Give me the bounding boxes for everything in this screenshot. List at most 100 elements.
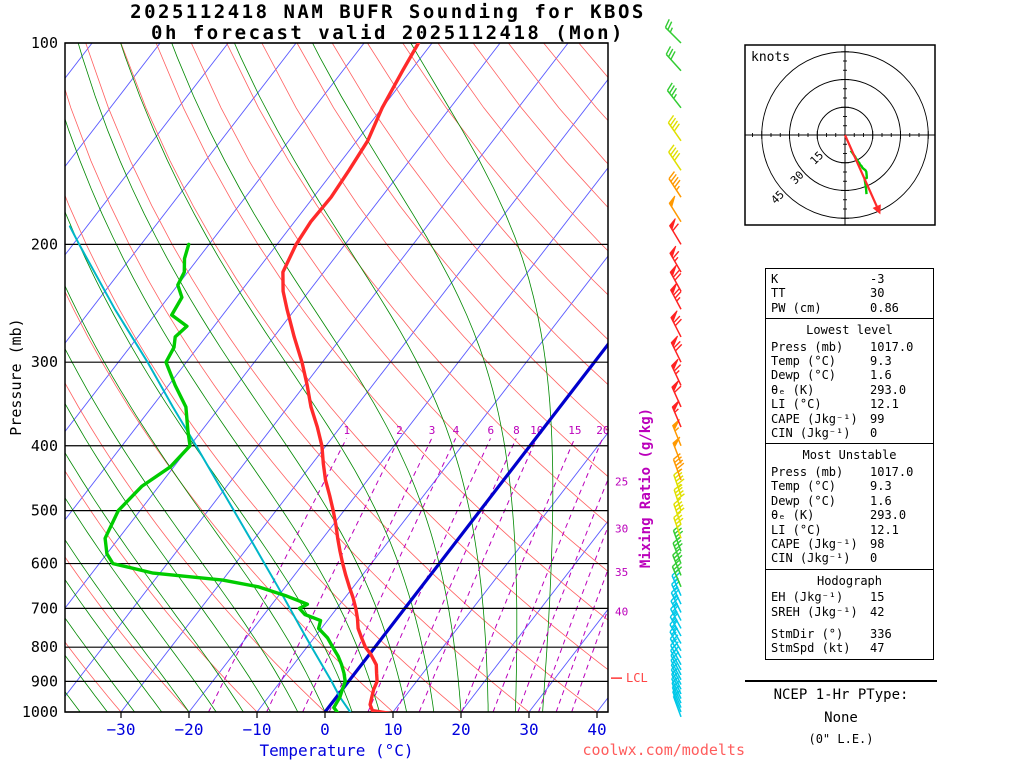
stat-row: Dewp (°C) 1.6	[771, 494, 928, 508]
svg-text:600: 600	[31, 555, 58, 573]
svg-text:LCL: LCL	[626, 671, 648, 685]
parcel-trace-curve	[68, 225, 352, 712]
stat-label: CAPE (Jkg⁻¹)	[771, 411, 858, 426]
svg-text:0: 0	[320, 720, 330, 739]
stat-row: Dewp (°C) 1.6	[771, 368, 928, 382]
mixing-ratio-lines	[208, 438, 608, 712]
pressure-axis-label: Pressure (mb)	[7, 318, 25, 436]
svg-text:15: 15	[568, 424, 581, 437]
stat-row: Press (mb) 1017.0	[771, 340, 928, 354]
svg-text:900: 900	[31, 672, 58, 690]
stat-row: CIN (Jkg⁻¹) 0	[771, 426, 928, 440]
stat-value: 1.6	[870, 368, 892, 383]
stat-row: Temp (°C) 9.3	[771, 354, 928, 368]
svg-text:700: 700	[31, 599, 58, 617]
stat-value: 99	[870, 411, 885, 426]
stat-row: θₑ (K) 293.0	[771, 508, 928, 522]
isobar-lines	[65, 42, 608, 713]
stat-label: Press (mb)	[771, 339, 844, 354]
svg-text:−10: −10	[243, 720, 272, 739]
stat-label: EH (Jkg⁻¹)	[771, 590, 844, 605]
temperature-tick-labels: −30 −20 −10 0 10 20 30 40	[107, 720, 607, 739]
svg-text:40: 40	[587, 720, 606, 739]
stat-row: LI (°C) 12.1	[771, 523, 928, 537]
stat-row: EH (Jkg⁻¹) 15	[771, 590, 928, 604]
svg-text:6: 6	[487, 424, 494, 437]
stat-value: 1017.0	[870, 339, 914, 354]
hodograph-trace	[849, 149, 868, 195]
stat-label: K	[771, 272, 779, 286]
stat-label: StmSpd (kt)	[771, 641, 851, 656]
stat-label: Dewp (°C)	[771, 493, 837, 508]
stat-row: Temp (°C) 9.3	[771, 479, 928, 493]
svg-text:20: 20	[451, 720, 470, 739]
stat-row: θₑ (K) 293.0	[771, 383, 928, 397]
mixing-ratio-axis-label: Mixing Ratio (g/kg)	[638, 407, 654, 569]
stats-section: Lowest level Press (mb) 1017.0 Temp (°C) 9.3…	[766, 318, 933, 443]
stat-label: Dewp (°C)	[771, 368, 837, 383]
stat-value: 0	[870, 551, 878, 566]
stats-section: Hodograph EH (Jkg⁻¹) 15 SREH (Jkg⁻¹) 42 StmDi…	[766, 568, 933, 659]
stat-value: 1017.0	[870, 464, 914, 479]
isotherm-lines	[65, 43, 608, 712]
stats-section: K -3 TT 30 PW (cm) 0.86	[766, 269, 933, 318]
svg-text:−30: −30	[107, 720, 136, 739]
svg-text:1000: 1000	[22, 703, 58, 721]
pressure-tick-labels: 100 200 300 400 500 600 700 800 900 1000	[22, 34, 58, 721]
svg-text:500: 500	[31, 502, 58, 520]
hodograph-border	[744, 44, 936, 226]
stat-value: 1.6	[870, 493, 892, 508]
zero-isotherm-line	[323, 341, 608, 712]
stat-label: CAPE (Jkg⁻¹)	[771, 536, 858, 551]
stat-label: PW (cm)	[771, 300, 822, 315]
dry-adiabat-lines	[65, 43, 608, 712]
stat-row: CIN (Jkg⁻¹) 0	[771, 551, 928, 565]
stats-section-title: Lowest level	[806, 323, 893, 338]
stats-panel: K -3 TT 30 PW (cm) 0.86 Lowest level Press (mb)…	[765, 268, 934, 660]
dewpoint-curve	[103, 242, 347, 712]
svg-text:1: 1	[343, 424, 350, 437]
storm-motion-arrow	[843, 134, 881, 215]
plot-border	[64, 42, 609, 713]
stat-value: 9.3	[870, 479, 892, 494]
stat-value: -3	[870, 272, 885, 286]
stat-value: 293.0	[870, 382, 907, 397]
stat-row: Press (mb) 1017.0	[771, 465, 928, 479]
ptype-heading: NCEP 1-Hr PType:	[745, 680, 937, 703]
svg-text:30: 30	[519, 720, 538, 739]
svg-text:40: 40	[615, 606, 628, 619]
svg-text:800: 800	[31, 638, 58, 656]
stat-label: TT	[771, 286, 786, 301]
stats-section-title: Most Unstable	[802, 448, 897, 463]
stat-row: CAPE (Jkg⁻¹) 99	[771, 412, 928, 426]
stat-row: SREH (Jkg⁻¹) 42	[771, 605, 928, 619]
svg-text:−20: −20	[175, 720, 204, 739]
svg-text:8: 8	[513, 424, 520, 437]
wind-barb-column	[664, 18, 685, 718]
stat-row: TT 30	[771, 286, 928, 300]
temperature-curve	[281, 43, 421, 712]
stat-value: 47	[870, 641, 885, 656]
ptype-value: None	[824, 710, 858, 726]
chart-title-line1: 2025112418 NAM BUFR Sounding for KBOS	[130, 1, 646, 23]
stat-label: CIN (Jkg⁻¹)	[771, 426, 851, 441]
stat-value: 12.1	[870, 397, 899, 412]
watermark-link[interactable]: coolwx.com/modelts	[582, 741, 745, 759]
svg-text:2: 2	[396, 424, 403, 437]
chart-title-line2: 0h forecast valid 2025112418 (Mon)	[151, 22, 625, 44]
stat-label: θₑ (K)	[771, 508, 815, 523]
stats-section: Most Unstable Press (mb) 1017.0 Temp (°C) 9.…	[766, 443, 933, 568]
stat-value: 336	[870, 626, 892, 641]
stat-label: Temp (°C)	[771, 479, 837, 494]
stats-section-title: Hodograph	[816, 573, 883, 588]
svg-text:200: 200	[31, 235, 58, 253]
moist-adiabat-lines	[65, 43, 554, 712]
stat-value: 12.1	[870, 522, 899, 537]
ptype-note: (0" L.E.)	[808, 732, 874, 746]
svg-text:30: 30	[615, 523, 628, 536]
stat-value: 9.3	[870, 354, 892, 369]
